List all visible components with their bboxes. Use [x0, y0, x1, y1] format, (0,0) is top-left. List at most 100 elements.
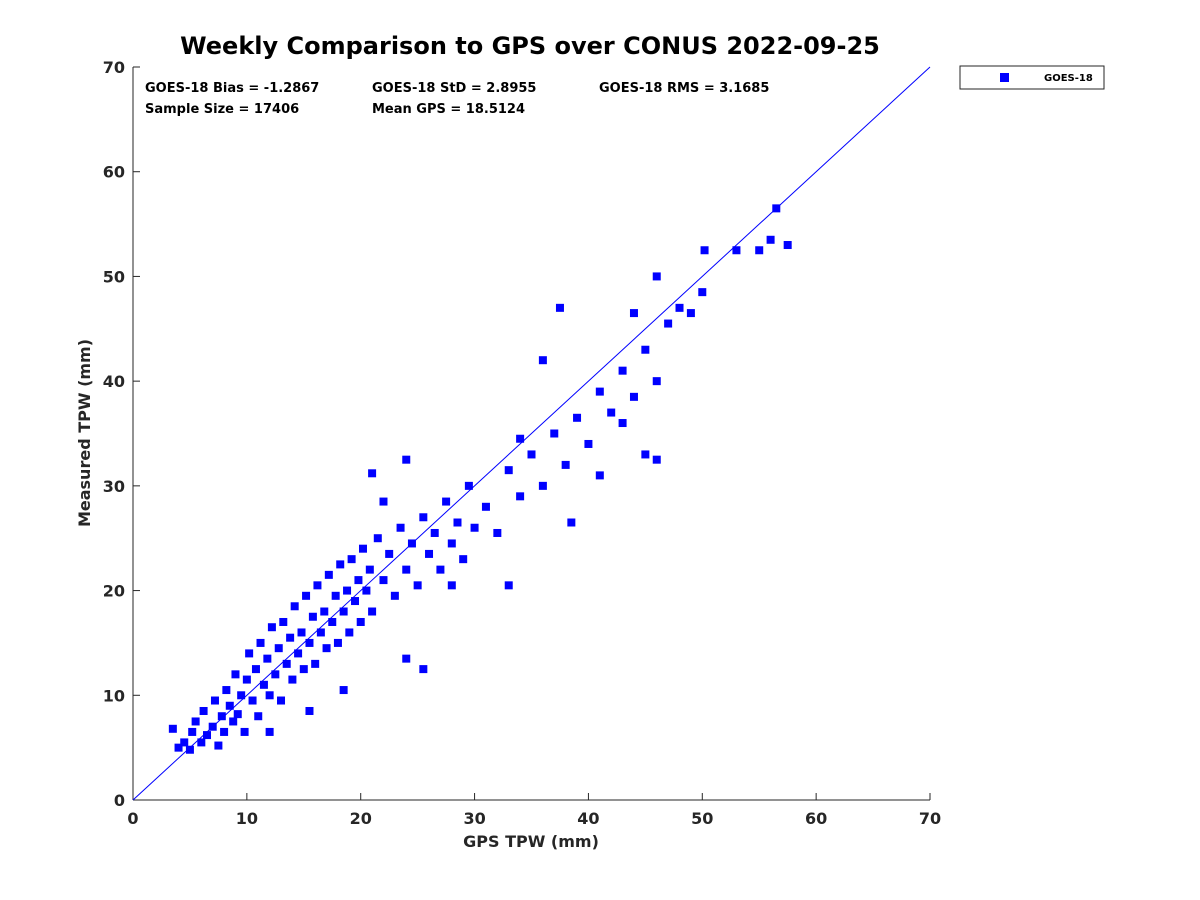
data-point	[237, 691, 246, 700]
data-point	[305, 706, 314, 715]
data-point	[347, 555, 356, 564]
data-point	[279, 617, 288, 626]
data-point	[686, 309, 695, 318]
data-point	[339, 607, 348, 616]
data-point	[402, 455, 411, 464]
data-point	[664, 319, 673, 328]
data-point	[453, 518, 462, 527]
data-point	[419, 665, 428, 674]
data-point	[419, 513, 428, 522]
data-point	[282, 659, 291, 668]
data-point	[379, 576, 388, 585]
data-point	[356, 617, 365, 626]
data-point	[316, 628, 325, 637]
data-point	[504, 466, 513, 475]
y-tick-label: 70	[103, 58, 125, 77]
data-point	[407, 539, 416, 548]
data-point	[425, 549, 434, 558]
data-point	[618, 366, 627, 375]
data-point	[396, 523, 405, 532]
data-point	[256, 638, 265, 647]
data-point	[305, 638, 314, 647]
data-point	[772, 204, 781, 213]
data-point	[339, 686, 348, 695]
data-point	[555, 303, 564, 312]
data-point	[755, 246, 764, 255]
data-point	[336, 560, 345, 569]
data-point	[538, 481, 547, 490]
data-point	[199, 706, 208, 715]
x-tick-label: 70	[919, 809, 941, 828]
data-point	[595, 471, 604, 480]
x-tick-label: 30	[463, 809, 485, 828]
data-point	[527, 450, 536, 459]
data-point	[652, 377, 661, 386]
data-point	[362, 586, 371, 595]
data-point	[447, 581, 456, 590]
y-tick-label: 0	[114, 791, 125, 810]
data-point	[265, 727, 274, 736]
data-point	[464, 481, 473, 490]
data-point	[203, 731, 212, 740]
data-point	[217, 712, 226, 721]
data-point	[271, 670, 280, 679]
data-point	[322, 644, 331, 653]
y-tick-label: 50	[103, 267, 125, 286]
plot-area	[132, 67, 930, 801]
x-tick-label: 20	[350, 809, 372, 828]
data-point	[311, 659, 320, 668]
data-point	[345, 628, 354, 637]
legend: GOES-18	[959, 65, 1105, 90]
data-point	[629, 309, 638, 318]
data-point	[379, 497, 388, 506]
data-point	[274, 644, 283, 653]
data-point	[368, 607, 377, 616]
one-to-one-reference-line	[132, 66, 931, 801]
data-point	[504, 581, 513, 590]
data-point	[561, 460, 570, 469]
data-point	[641, 345, 650, 354]
data-point	[265, 691, 274, 700]
scatter-points	[168, 204, 792, 754]
data-point	[365, 565, 374, 574]
data-point	[220, 727, 229, 736]
data-point	[595, 387, 604, 396]
data-point	[413, 581, 422, 590]
data-point	[229, 717, 238, 726]
data-point	[698, 288, 707, 297]
data-point	[732, 246, 741, 255]
data-point	[538, 356, 547, 365]
data-point	[675, 303, 684, 312]
stat-mean-gps: Mean GPS = 18.5124	[372, 102, 525, 117]
data-point	[254, 712, 263, 721]
data-point	[567, 518, 576, 527]
y-axis-label: Measured TPW (mm)	[75, 339, 94, 527]
y-tick-label: 60	[103, 163, 125, 182]
stat-std: GOES-18 StD = 2.8955	[372, 81, 536, 96]
data-point	[447, 539, 456, 548]
data-point	[459, 555, 468, 564]
data-point	[584, 439, 593, 448]
data-point	[267, 623, 276, 632]
axis-ticks: 0 10 20 30 40 50 60 70 0 10 20 30 40 50 60 70	[103, 58, 941, 828]
legend-box	[959, 65, 1105, 90]
stat-bias: GOES-18 Bias = -1.2867	[145, 81, 319, 96]
data-point	[766, 235, 775, 244]
data-point	[402, 565, 411, 574]
data-point	[168, 724, 177, 733]
data-point	[185, 745, 194, 754]
x-tick-label: 0	[127, 809, 138, 828]
data-point	[174, 743, 183, 752]
data-point	[331, 591, 340, 600]
data-point	[481, 502, 490, 511]
data-point	[191, 717, 200, 726]
data-point	[641, 450, 650, 459]
data-point	[607, 408, 616, 417]
data-point	[354, 576, 363, 585]
data-point	[290, 602, 299, 611]
y-tick-label: 20	[103, 582, 125, 601]
data-point	[550, 429, 559, 438]
data-point	[652, 455, 661, 464]
stat-rms: GOES-18 RMS = 3.1685	[599, 81, 769, 96]
x-tick-label: 60	[805, 809, 827, 828]
